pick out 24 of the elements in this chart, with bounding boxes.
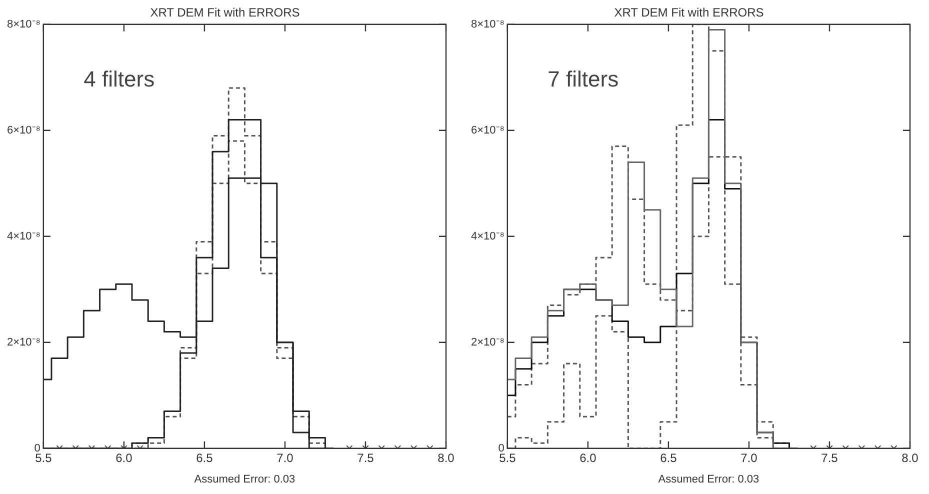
y-tick-label: 8×10⁻⁸ (470, 18, 504, 30)
x-axis-title: Assumed Error: 0.03 (658, 473, 760, 486)
annotation: 7 filters (548, 66, 619, 92)
x-tick-label: 6.5 (196, 450, 214, 465)
x-tick-label: 6.0 (580, 450, 597, 465)
x-tick-label: 7.0 (740, 450, 758, 465)
x-tick-label: 7.5 (821, 450, 838, 465)
x-tick-label: 7.0 (276, 450, 294, 465)
chart-title: XRT DEM Fit with ERRORS (150, 6, 300, 20)
y-tick-label: 4×10⁻⁸ (470, 230, 504, 242)
x-tick-label: 8.0 (902, 450, 919, 465)
y-tick-label: 6×10⁻⁸ (470, 124, 504, 136)
x-tick-label: 8.0 (438, 450, 455, 465)
y-tick-label: 2×10⁻⁸ (6, 336, 40, 348)
x-tick-label: 6.0 (116, 450, 133, 465)
x-axis-title: Assumed Error: 0.03 (194, 473, 296, 486)
chart-title: XRT DEM Fit with ERRORS (614, 6, 764, 20)
y-tick-label: 6×10⁻⁸ (6, 124, 40, 136)
x-tick-label: 6.5 (660, 450, 678, 465)
annotation: 4 filters (84, 66, 155, 92)
y-tick-label: 2×10⁻⁸ (470, 336, 504, 348)
y-tick-label: 8×10⁻⁸ (6, 18, 40, 30)
x-tick-label: 7.5 (357, 450, 374, 465)
y-tick-label: 4×10⁻⁸ (6, 230, 40, 242)
